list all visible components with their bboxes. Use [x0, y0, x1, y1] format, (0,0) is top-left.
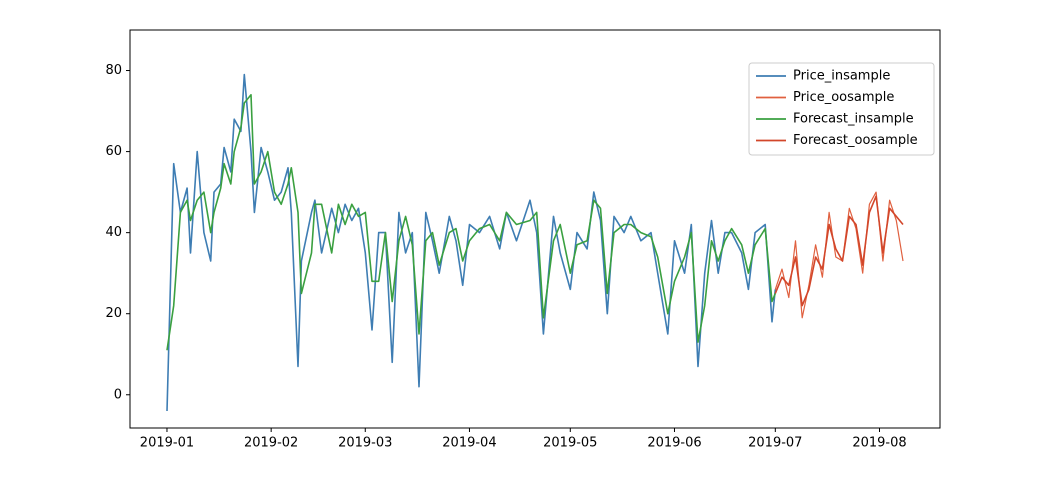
plot-frame: [129, 29, 941, 429]
legend-label: Forecast_oosample: [793, 133, 918, 148]
series-line: [166, 94, 777, 351]
x-tick-label: 2019-01: [140, 436, 194, 451]
legend-label: Price_insample: [793, 69, 890, 84]
x-tick-label: 2019-05: [543, 436, 597, 451]
y-tick-label: 80: [105, 63, 122, 78]
series-line: [774, 195, 904, 307]
y-tick-label: 60: [105, 144, 122, 159]
x-tick-label: 2019-07: [748, 436, 802, 451]
x-tick-label: 2019-04: [442, 436, 496, 451]
x-tick-label: 2019-03: [338, 436, 392, 451]
y-tick-label: 40: [105, 225, 122, 240]
x-tick-label: 2019-08: [852, 436, 906, 451]
y-tick-label: 0: [114, 387, 122, 402]
x-tick-label: 2019-02: [244, 436, 298, 451]
x-tick-label: 2019-06: [647, 436, 701, 451]
legend: Price_insample Price_oosample Forecast_ins…: [748, 62, 935, 156]
series-line: [166, 73, 777, 412]
y-tick-label: 20: [105, 306, 122, 321]
legend-label: Price_oosample: [793, 90, 894, 105]
legend-box: [748, 62, 935, 156]
legend-label: Forecast_insample: [793, 112, 914, 127]
